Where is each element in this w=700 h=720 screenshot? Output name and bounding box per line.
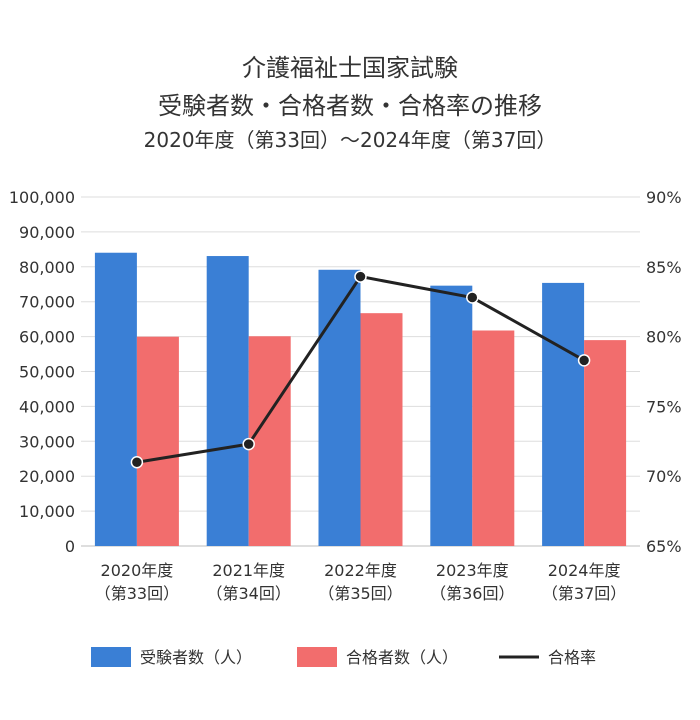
chart-title: 介護福祉士国家試験: [242, 54, 458, 82]
bar-passers: [472, 330, 515, 546]
bar-examinees: [318, 269, 361, 546]
chart-subtitle: 2020年度（第33回）～2024年度（第37回）: [143, 128, 557, 152]
y-left-tick-label: 0: [65, 537, 75, 556]
y-right-tick-label: 70%: [646, 467, 682, 486]
x-tick-label-exam: （第36回）: [430, 584, 514, 603]
pass-rate-point: [130, 455, 144, 469]
y-right-tick-label: 85%: [646, 258, 682, 277]
bar-passers: [360, 313, 403, 546]
x-tick-label-year: 2023年度: [436, 561, 509, 580]
bar-passers: [136, 336, 179, 546]
chart-title-line2: 受験者数・合格者数・合格率の推移: [158, 92, 542, 120]
y-left-tick-label: 40,000: [19, 397, 75, 416]
bar-passers: [248, 336, 291, 546]
x-tick-label-exam: （第33回）: [95, 584, 179, 603]
legend-swatch: [91, 647, 131, 667]
x-tick-label-year: 2024年度: [548, 561, 621, 580]
bar-passers: [584, 340, 627, 546]
y-left-tick-label: 20,000: [19, 467, 75, 486]
y-left-tick-label: 50,000: [19, 363, 75, 382]
legend-label: 合格率: [548, 648, 596, 667]
y-left-tick-label: 10,000: [19, 502, 75, 521]
x-tick-label-exam: （第37回）: [542, 584, 626, 603]
x-tick-label-year: 2021年度: [212, 561, 285, 580]
y-left-tick-label: 80,000: [19, 258, 75, 277]
bar-examinees: [430, 285, 473, 546]
pass-rate-point: [354, 270, 367, 283]
x-tick-label-exam: （第34回）: [207, 584, 291, 603]
y-right-tick-label: 90%: [646, 188, 682, 207]
y-right-tick-label: 65%: [646, 537, 682, 556]
y-left-tick-label: 30,000: [19, 432, 75, 451]
y-left-tick-label: 100,000: [9, 188, 75, 207]
y-left-tick-label: 70,000: [19, 293, 75, 312]
legend-label: 受験者数（人）: [140, 648, 252, 667]
pass-rate-point: [242, 437, 255, 451]
pass-rate-point: [466, 291, 479, 304]
legend-label: 合格者数（人）: [346, 648, 458, 667]
y-left-tick-label: 60,000: [19, 328, 75, 347]
bar-examinees: [206, 256, 249, 546]
x-tick-label-year: 2022年度: [324, 561, 397, 580]
y-right-tick-label: 75%: [646, 397, 682, 416]
bar-examinees: [542, 282, 585, 546]
y-left-tick-label: 90,000: [19, 223, 75, 242]
bar-examinees: [94, 252, 137, 546]
legend-swatch: [297, 647, 337, 667]
pass-rate-point: [577, 354, 591, 367]
x-tick-label-year: 2020年度: [101, 561, 174, 580]
y-right-tick-label: 80%: [646, 328, 682, 347]
x-tick-label-exam: （第35回）: [318, 584, 402, 603]
